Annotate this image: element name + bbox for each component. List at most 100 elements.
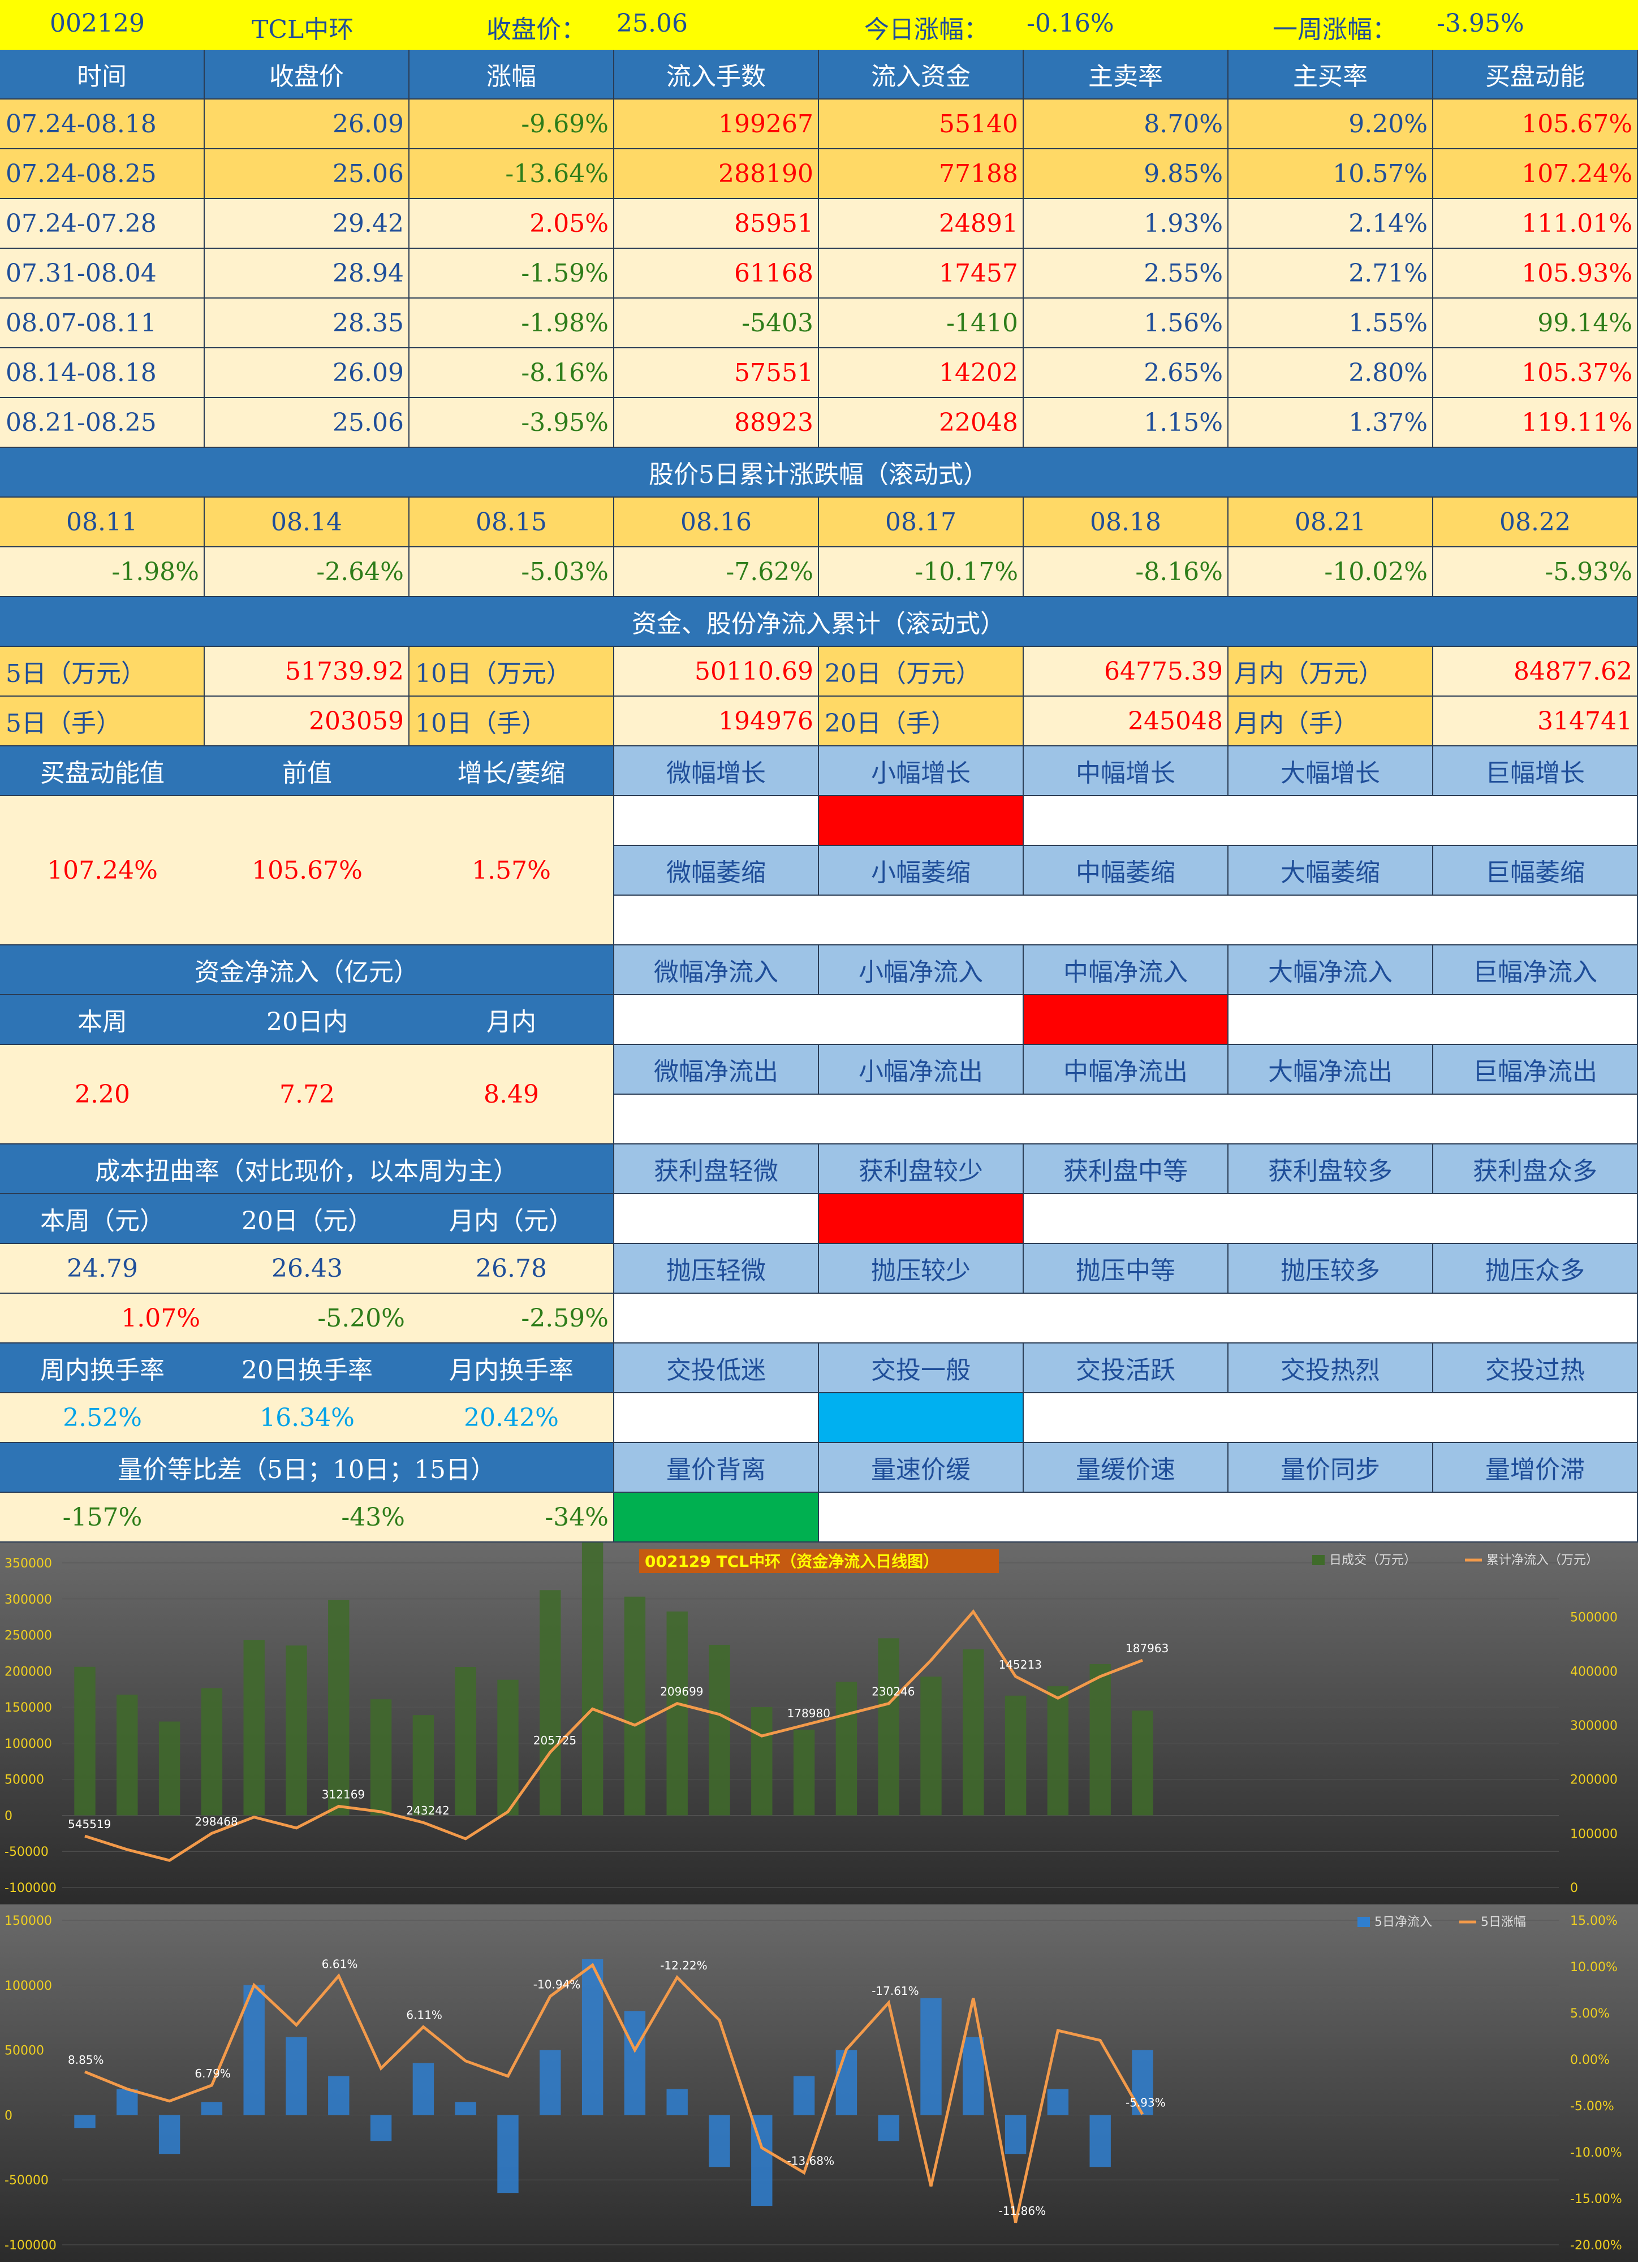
pressure-tag: 抛压轻微 [614,1244,819,1294]
col-header: 收盘价 [205,50,410,100]
legend-label: 5日涨幅 [1481,1915,1526,1929]
y-tick-left: 50000 [5,1773,44,1787]
cost-week-value: 24.79 [0,1244,205,1294]
cell-capital: 14202 [819,348,1024,398]
volprice-10d: -43% [205,1493,410,1543]
chart-bar [963,2037,984,2115]
legend-swatch-bar [1312,1555,1325,1565]
chart-bar [370,2115,392,2141]
cell-change: 2.05% [410,199,614,249]
chart-bar [1089,1664,1111,1816]
y-tick-right: 200000 [1570,1773,1618,1787]
y-tick-left: -50000 [5,2174,49,2188]
data-label: 205725 [533,1734,576,1747]
chart-bar [1005,2115,1027,2154]
netflow-label: 5日（万元） [0,647,205,697]
indicator-volprice-rest [819,1493,1638,1543]
y-tick-right: -5.00% [1570,2099,1614,2114]
y-tick-left: 0 [5,1809,12,1823]
indicator-divergence-active [614,1493,819,1543]
y-tick-right: 15.00% [1570,1914,1618,1928]
turnover-header-row: 周内换手率 20日换手率 月内换手率 交投低迷 交投一般 交投活跃 交投热烈 交… [0,1343,1638,1393]
indicator-profit-rest [1024,1194,1638,1244]
chart-bar [1005,1695,1027,1816]
rolling5-date: 08.22 [1433,498,1638,547]
volprice-values-row: -157% -43% -34% [0,1493,1638,1543]
y-tick-left: 150000 [5,1914,52,1928]
rolling5-date: 08.16 [614,498,819,547]
data-label: 298468 [195,1815,238,1828]
chart-bar [201,2102,223,2115]
outflow-tag: 小幅净流出 [819,1045,1024,1095]
momentum-body: 107.24% 105.67% 1.57% 微幅萎缩 小幅萎缩 中幅萎缩 大幅萎… [0,796,1638,945]
turnover-20d-value: 16.34% [205,1393,410,1443]
data-label: 312169 [322,1788,365,1802]
cell-momentum: 105.93% [1433,249,1638,299]
cell-period: 07.24-08.18 [0,100,205,149]
netflow-title: 资金、股份净流入累计（滚动式） [0,597,1638,647]
data-label: 187963 [1126,1641,1169,1655]
chart-bar [201,1688,223,1816]
rolling5-date: 08.11 [0,498,205,547]
cell-buy-rate: 2.14% [1228,199,1433,249]
netflow-label: 10日（万元） [410,647,614,697]
y-tick-left: -100000 [5,2239,57,2253]
rolling5-dates-row: 08.11 08.14 08.15 08.16 08.17 08.18 08.2… [0,498,1638,547]
rolling5-value: -2.64% [205,547,410,597]
chart-bar [286,1645,307,1816]
legend-swatch-bar [1357,1917,1370,1927]
y-tick-right: 10.00% [1570,1960,1618,1975]
y-tick-left: 350000 [5,1557,52,1571]
cell-sell-rate: 1.15% [1024,398,1228,448]
chart-5day: 150000 100000 50000 0 -50000 -100000 15.00% 10.… [0,1904,1638,2262]
netflow-label: 月内（万元） [1228,647,1433,697]
y-tick-right: 0.00% [1570,2053,1610,2067]
indicator-profit-small-active [819,1194,1024,1244]
capital-header: 月内 [410,995,614,1045]
volprice-tag: 量价同步 [1228,1443,1433,1493]
volprice-tag: 量缓价速 [1024,1443,1228,1493]
capital-header-row: 本周 20日内 月内 [0,995,1638,1045]
momentum-delta: 1.57% [410,796,614,945]
rolling5-date: 08.18 [1024,498,1228,547]
chart-bar [286,2037,307,2115]
capital-20d-value: 7.72 [205,1045,410,1144]
cost-week-rate: 1.07% [0,1294,205,1343]
chart-bar [370,1699,392,1816]
shrink-tag: 大幅萎缩 [1228,846,1433,896]
table-row: 07.31-08.04 28.94 -1.59% 61168 17457 2.5… [0,249,1638,299]
volprice-15d: -34% [410,1493,614,1543]
cell-capital: 17457 [819,249,1024,299]
cell-buy-rate: 10.57% [1228,149,1433,199]
shrink-tag: 中幅萎缩 [1024,846,1228,896]
col-header: 主买率 [1228,50,1433,100]
cell-capital: -1410 [819,299,1024,348]
grow-tag: 大幅增长 [1228,746,1433,796]
cell-buy-rate: 1.37% [1228,398,1433,448]
indicator-profit-micro [614,1194,819,1244]
cell-sell-rate: 9.85% [1024,149,1228,199]
cost-month-value: 26.78 [410,1244,614,1294]
rolling5-value: -10.02% [1228,547,1433,597]
chart-title-box [639,1549,999,1573]
cell-close: 25.06 [205,398,410,448]
pressure-tag: 抛压中等 [1024,1244,1228,1294]
momentum-header-row: 买盘动能值 前值 增长/萎缩 微幅增长 小幅增长 中幅增长 大幅增长 巨幅增长 [0,746,1638,796]
netflow-value: 203059 [205,697,410,746]
chart-bar [666,1611,688,1816]
chart-bar [497,1679,519,1816]
cell-change: -1.98% [410,299,614,348]
cell-momentum: 105.67% [1433,100,1638,149]
cell-momentum: 119.11% [1433,398,1638,448]
cost-header: 20日（元） [205,1194,410,1244]
chart-bar [709,1644,730,1816]
cell-buy-rate: 2.71% [1228,249,1433,299]
close-value: 25.06 [617,9,688,38]
data-label: 6.61% [322,1957,358,1971]
chart-bar [793,1729,815,1816]
y-tick-left: 0 [5,2109,12,2123]
chart-bar [581,1422,604,1816]
momentum-prev: 105.67% [205,796,410,945]
col-header: 时间 [0,50,205,100]
y-tick-right: 100000 [1570,1827,1618,1841]
